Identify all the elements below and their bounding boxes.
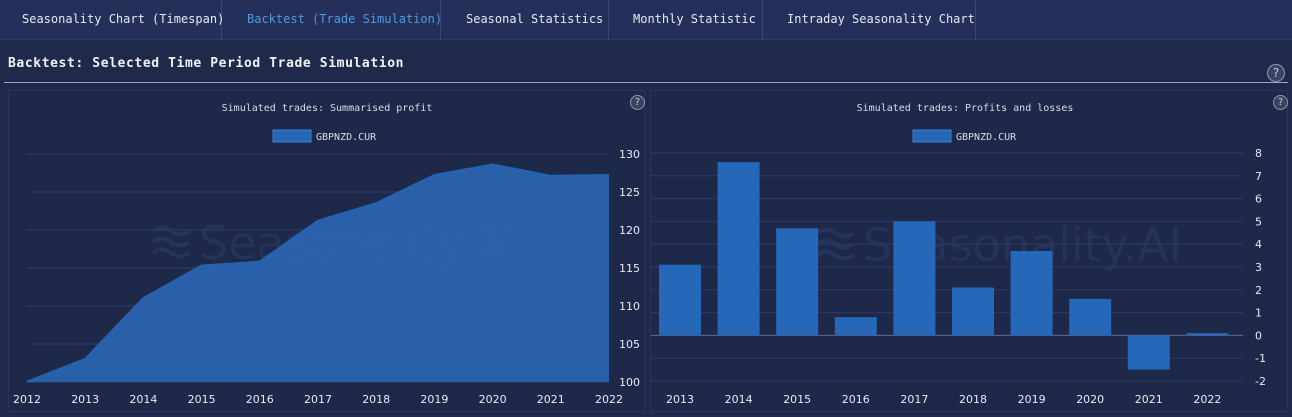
x-tick-label: 2012 <box>13 393 41 406</box>
summarised-profit-chart: Seasonality.AI10010511011512012513020122… <box>13 103 640 406</box>
page-title: Backtest: Selected Time Period Trade Sim… <box>8 56 405 71</box>
x-tick-label: 2021 <box>1135 393 1163 406</box>
x-tick-label: 2020 <box>1076 393 1104 406</box>
y-tick-label: 4 <box>1255 238 1262 251</box>
chart-title: Simulated trades: Summarised profit <box>222 103 433 114</box>
section-help-icon[interactable]: ? <box>1267 64 1285 82</box>
bar <box>1069 298 1112 336</box>
y-tick-label: 125 <box>619 186 640 199</box>
x-tick-label: 2016 <box>246 393 274 406</box>
watermark-wave-icon <box>815 249 855 261</box>
y-tick-label: 7 <box>1255 170 1262 183</box>
y-tick-label: 100 <box>619 376 640 389</box>
legend-label: GBPNZD.CUR <box>316 132 377 143</box>
title-divider <box>4 82 1288 83</box>
bar <box>659 264 701 336</box>
x-tick-label: 2014 <box>725 393 753 406</box>
x-tick-label: 2015 <box>188 393 216 406</box>
bar <box>893 221 936 336</box>
watermark-wave-icon <box>151 247 191 259</box>
profits-losses-help-icon[interactable]: ? <box>1273 95 1288 110</box>
watermark-wave-icon <box>151 236 191 248</box>
summarised-profit-panel: ? Seasonality.AI100105110115120125130201… <box>8 90 645 412</box>
watermark-logo <box>151 225 191 259</box>
x-tick-label: 2015 <box>783 393 811 406</box>
x-tick-label: 2017 <box>900 393 928 406</box>
tab-bar: Seasonality Chart (Timespan) Backtest (T… <box>0 0 1292 40</box>
bar <box>1127 335 1170 370</box>
legend-label: GBPNZD.CUR <box>956 132 1017 143</box>
y-tick-label: 3 <box>1255 261 1262 274</box>
x-tick-label: 2020 <box>479 393 507 406</box>
y-tick-label: 1 <box>1255 307 1262 320</box>
x-tick-label: 2013 <box>71 393 99 406</box>
y-tick-label: -2 <box>1255 375 1266 388</box>
x-tick-label: 2022 <box>1193 393 1221 406</box>
x-tick-label: 2019 <box>420 393 448 406</box>
y-tick-label: 120 <box>619 224 640 237</box>
chart-title: Simulated trades: Profits and losses <box>857 103 1074 114</box>
watermark-wave-icon <box>815 227 855 239</box>
y-tick-label: 2 <box>1255 284 1262 297</box>
legend-swatch <box>272 129 312 143</box>
x-tick-label: 2019 <box>1018 393 1046 406</box>
tab-backtest[interactable]: Backtest (Trade Simulation) <box>222 0 442 40</box>
y-tick-label: -1 <box>1255 352 1266 365</box>
tab-monthly-statistic[interactable]: Monthly Statistic <box>609 0 763 40</box>
tab-seasonality-chart[interactable]: Seasonality Chart (Timespan) <box>0 0 224 40</box>
profit-line <box>26 163 610 384</box>
bar <box>717 162 760 336</box>
x-tick-label: 2018 <box>362 393 390 406</box>
y-tick-label: 8 <box>1255 147 1262 160</box>
bar <box>1186 333 1229 336</box>
tab-intraday-seasonality[interactable]: Intraday Seasonality Chart <box>763 0 976 40</box>
x-tick-label: 2014 <box>129 393 157 406</box>
watermark-wave-icon <box>151 225 191 237</box>
x-tick-label: 2021 <box>537 393 565 406</box>
bar <box>834 317 877 336</box>
profits-losses-panel: ? Seasonality.AI -2 -1 0 1 2 3 4 5 6 7 8 2013 2014 201… <box>650 90 1288 412</box>
y-tick-label: 110 <box>619 300 640 313</box>
bar <box>1010 251 1053 336</box>
y-tick-label: 105 <box>619 338 640 351</box>
bar <box>776 228 819 336</box>
tab-seasonal-statistics[interactable]: Seasonal Statistics <box>441 0 609 40</box>
x-tick-label: 2022 <box>595 393 623 406</box>
profit-area <box>27 164 609 382</box>
x-tick-label: 2013 <box>666 393 694 406</box>
x-tick-label: 2017 <box>304 393 332 406</box>
y-tick-label: 5 <box>1255 215 1262 228</box>
bar <box>952 287 994 336</box>
x-tick-label: 2016 <box>842 393 870 406</box>
summarised-profit-help-icon[interactable]: ? <box>630 95 645 110</box>
x-tick-label: 2018 <box>959 393 987 406</box>
y-tick-label: 6 <box>1255 193 1262 206</box>
y-tick-label: 130 <box>619 148 640 161</box>
y-tick-label: 0 <box>1255 329 1262 342</box>
y-tick-label: 115 <box>619 262 640 275</box>
legend-swatch <box>912 129 952 143</box>
